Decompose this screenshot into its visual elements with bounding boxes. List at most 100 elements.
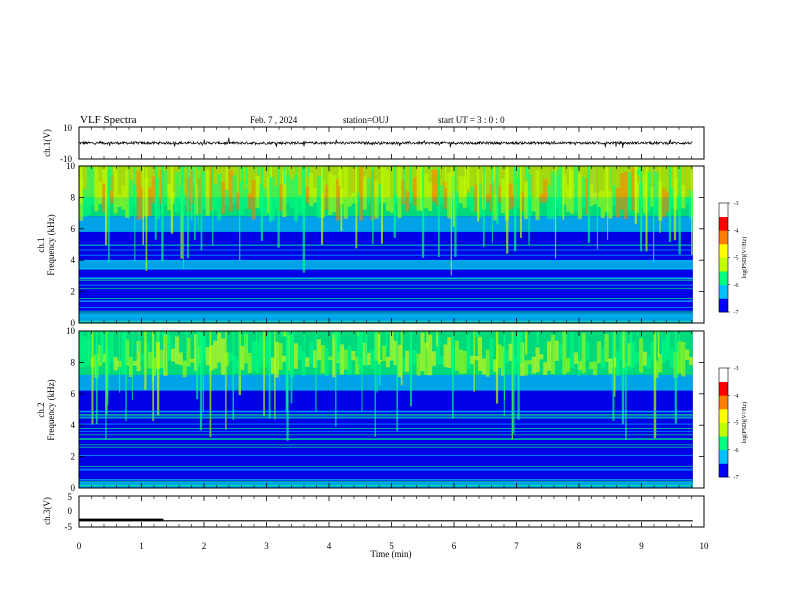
- hiss-cell: [213, 184, 218, 211]
- sferic-streak: [457, 331, 459, 335]
- hiss-cell: [681, 184, 686, 209]
- sferic-streak: [238, 166, 241, 261]
- hiss-cell: [228, 352, 233, 361]
- header-date: Feb. 7 , 2024: [250, 115, 298, 125]
- colorbar-cell: [719, 235, 728, 239]
- hiss-cell: [543, 362, 548, 375]
- transmitter-line: [79, 268, 693, 270]
- hiss-cell: [642, 351, 648, 366]
- hiss-cell: [397, 166, 402, 219]
- hiss-cell: [155, 177, 160, 220]
- hiss-cell: [232, 175, 237, 204]
- hiss-cell: [428, 183, 433, 212]
- colorbar-tick-label: -4: [734, 228, 739, 234]
- sferic-streak: [274, 331, 276, 420]
- ch1-colorbar: -3 -4 -5 -6 -7 log(PSD)(V²/Hz): [718, 201, 748, 316]
- colorbar-cell: [719, 381, 728, 385]
- sferic-streak: [320, 166, 324, 245]
- sferic-streak: [108, 166, 110, 263]
- hiss-cell: [309, 172, 314, 207]
- sferic-streak: [506, 166, 509, 254]
- sferic-streak: [568, 166, 572, 200]
- hiss-cell: [79, 331, 84, 368]
- colorbar-cell: [719, 460, 728, 464]
- hiss-cell: [688, 189, 694, 219]
- x-tick-label-2: 2: [202, 541, 207, 551]
- y-tick-label: 8: [71, 357, 76, 367]
- sferic-streak: [180, 166, 183, 233]
- hiss-cell: [477, 336, 483, 372]
- sferic-streak: [402, 166, 405, 203]
- hiss-cell: [378, 183, 383, 203]
- transmitter-line: [79, 411, 693, 413]
- hiss-cell: [650, 186, 655, 207]
- transmitter-line: [79, 298, 693, 299]
- hiss-cell: [554, 340, 559, 361]
- hiss-cell: [546, 185, 552, 220]
- sferic-streak: [364, 331, 368, 366]
- sferic-streak: [336, 331, 339, 361]
- hiss-cell: [416, 167, 421, 211]
- sferic-streak: [340, 166, 343, 232]
- hiss-cell: [385, 356, 391, 368]
- hiss-cell: [343, 349, 348, 370]
- hiss-cell: [470, 186, 475, 211]
- sferic-streak: [355, 166, 358, 249]
- sferic-streak: [212, 166, 214, 246]
- hiss-cell: [646, 171, 651, 212]
- hiss-cell: [685, 196, 690, 204]
- hiss-cell: [593, 192, 598, 205]
- sferic-streak: [610, 166, 612, 187]
- hiss-cell: [619, 173, 625, 210]
- sferic-streak: [156, 331, 160, 416]
- colorbar-cell: [719, 411, 728, 415]
- transmitter-line: [79, 468, 693, 470]
- hiss-cell: [616, 187, 621, 218]
- colorbar-cell: [719, 430, 728, 434]
- sferic-streak: [190, 166, 193, 221]
- colorbar-cell: [719, 282, 728, 286]
- hiss-cell: [224, 190, 229, 207]
- hiss-cell: [132, 360, 137, 366]
- colorbar-cell: [719, 254, 728, 258]
- hiss-cell: [312, 350, 318, 368]
- colorbar-cell: [719, 295, 728, 299]
- sferic-streak: [640, 166, 643, 252]
- colorbar-cell: [719, 249, 728, 253]
- hiss-cell: [194, 334, 199, 371]
- colorbar-cell: [719, 262, 728, 267]
- colorbar-label: log(PSD)(V²/Hz): [741, 237, 748, 278]
- sferic-streak: [156, 331, 160, 343]
- colorbar-cell: [719, 252, 728, 256]
- hiss-cell: [454, 190, 460, 209]
- hiss-cell: [205, 347, 210, 366]
- ch2-spec-ylabel-freq: Frequency (kHz): [46, 379, 56, 440]
- colorbar-cell: [719, 298, 728, 302]
- ch1-spec-ylabel-ch: ch.1: [36, 237, 46, 252]
- transmitter-line: [79, 455, 693, 456]
- y-tick-label: 0: [71, 483, 76, 493]
- hiss-cell: [443, 181, 448, 209]
- hiss-cell: [125, 168, 130, 219]
- sferic-streak: [636, 331, 639, 337]
- hiss-cell: [209, 345, 214, 371]
- hiss-cell: [297, 346, 302, 360]
- sferic-streak: [587, 166, 591, 243]
- colorbar-label: log(PSD)(V²/Hz): [741, 402, 748, 443]
- sferic-streak: [128, 166, 130, 219]
- sferic-streak: [308, 166, 310, 178]
- hiss-cell: [113, 166, 118, 214]
- hiss-cell: [86, 166, 91, 215]
- colorbar-tick-label: -6: [734, 448, 739, 454]
- sferic-streak: [691, 166, 693, 256]
- colorbar-cell: [719, 306, 728, 310]
- sferic-streak: [277, 166, 280, 248]
- hiss-cell: [685, 349, 690, 360]
- sferic-streak: [614, 331, 616, 397]
- hiss-cell: [282, 355, 287, 362]
- ch3-ytick-mid: 0: [68, 506, 73, 516]
- hiss-cell: [182, 194, 187, 206]
- hiss-cell: [458, 175, 463, 204]
- hiss-cell: [351, 350, 356, 361]
- hiss-cell: [247, 193, 252, 210]
